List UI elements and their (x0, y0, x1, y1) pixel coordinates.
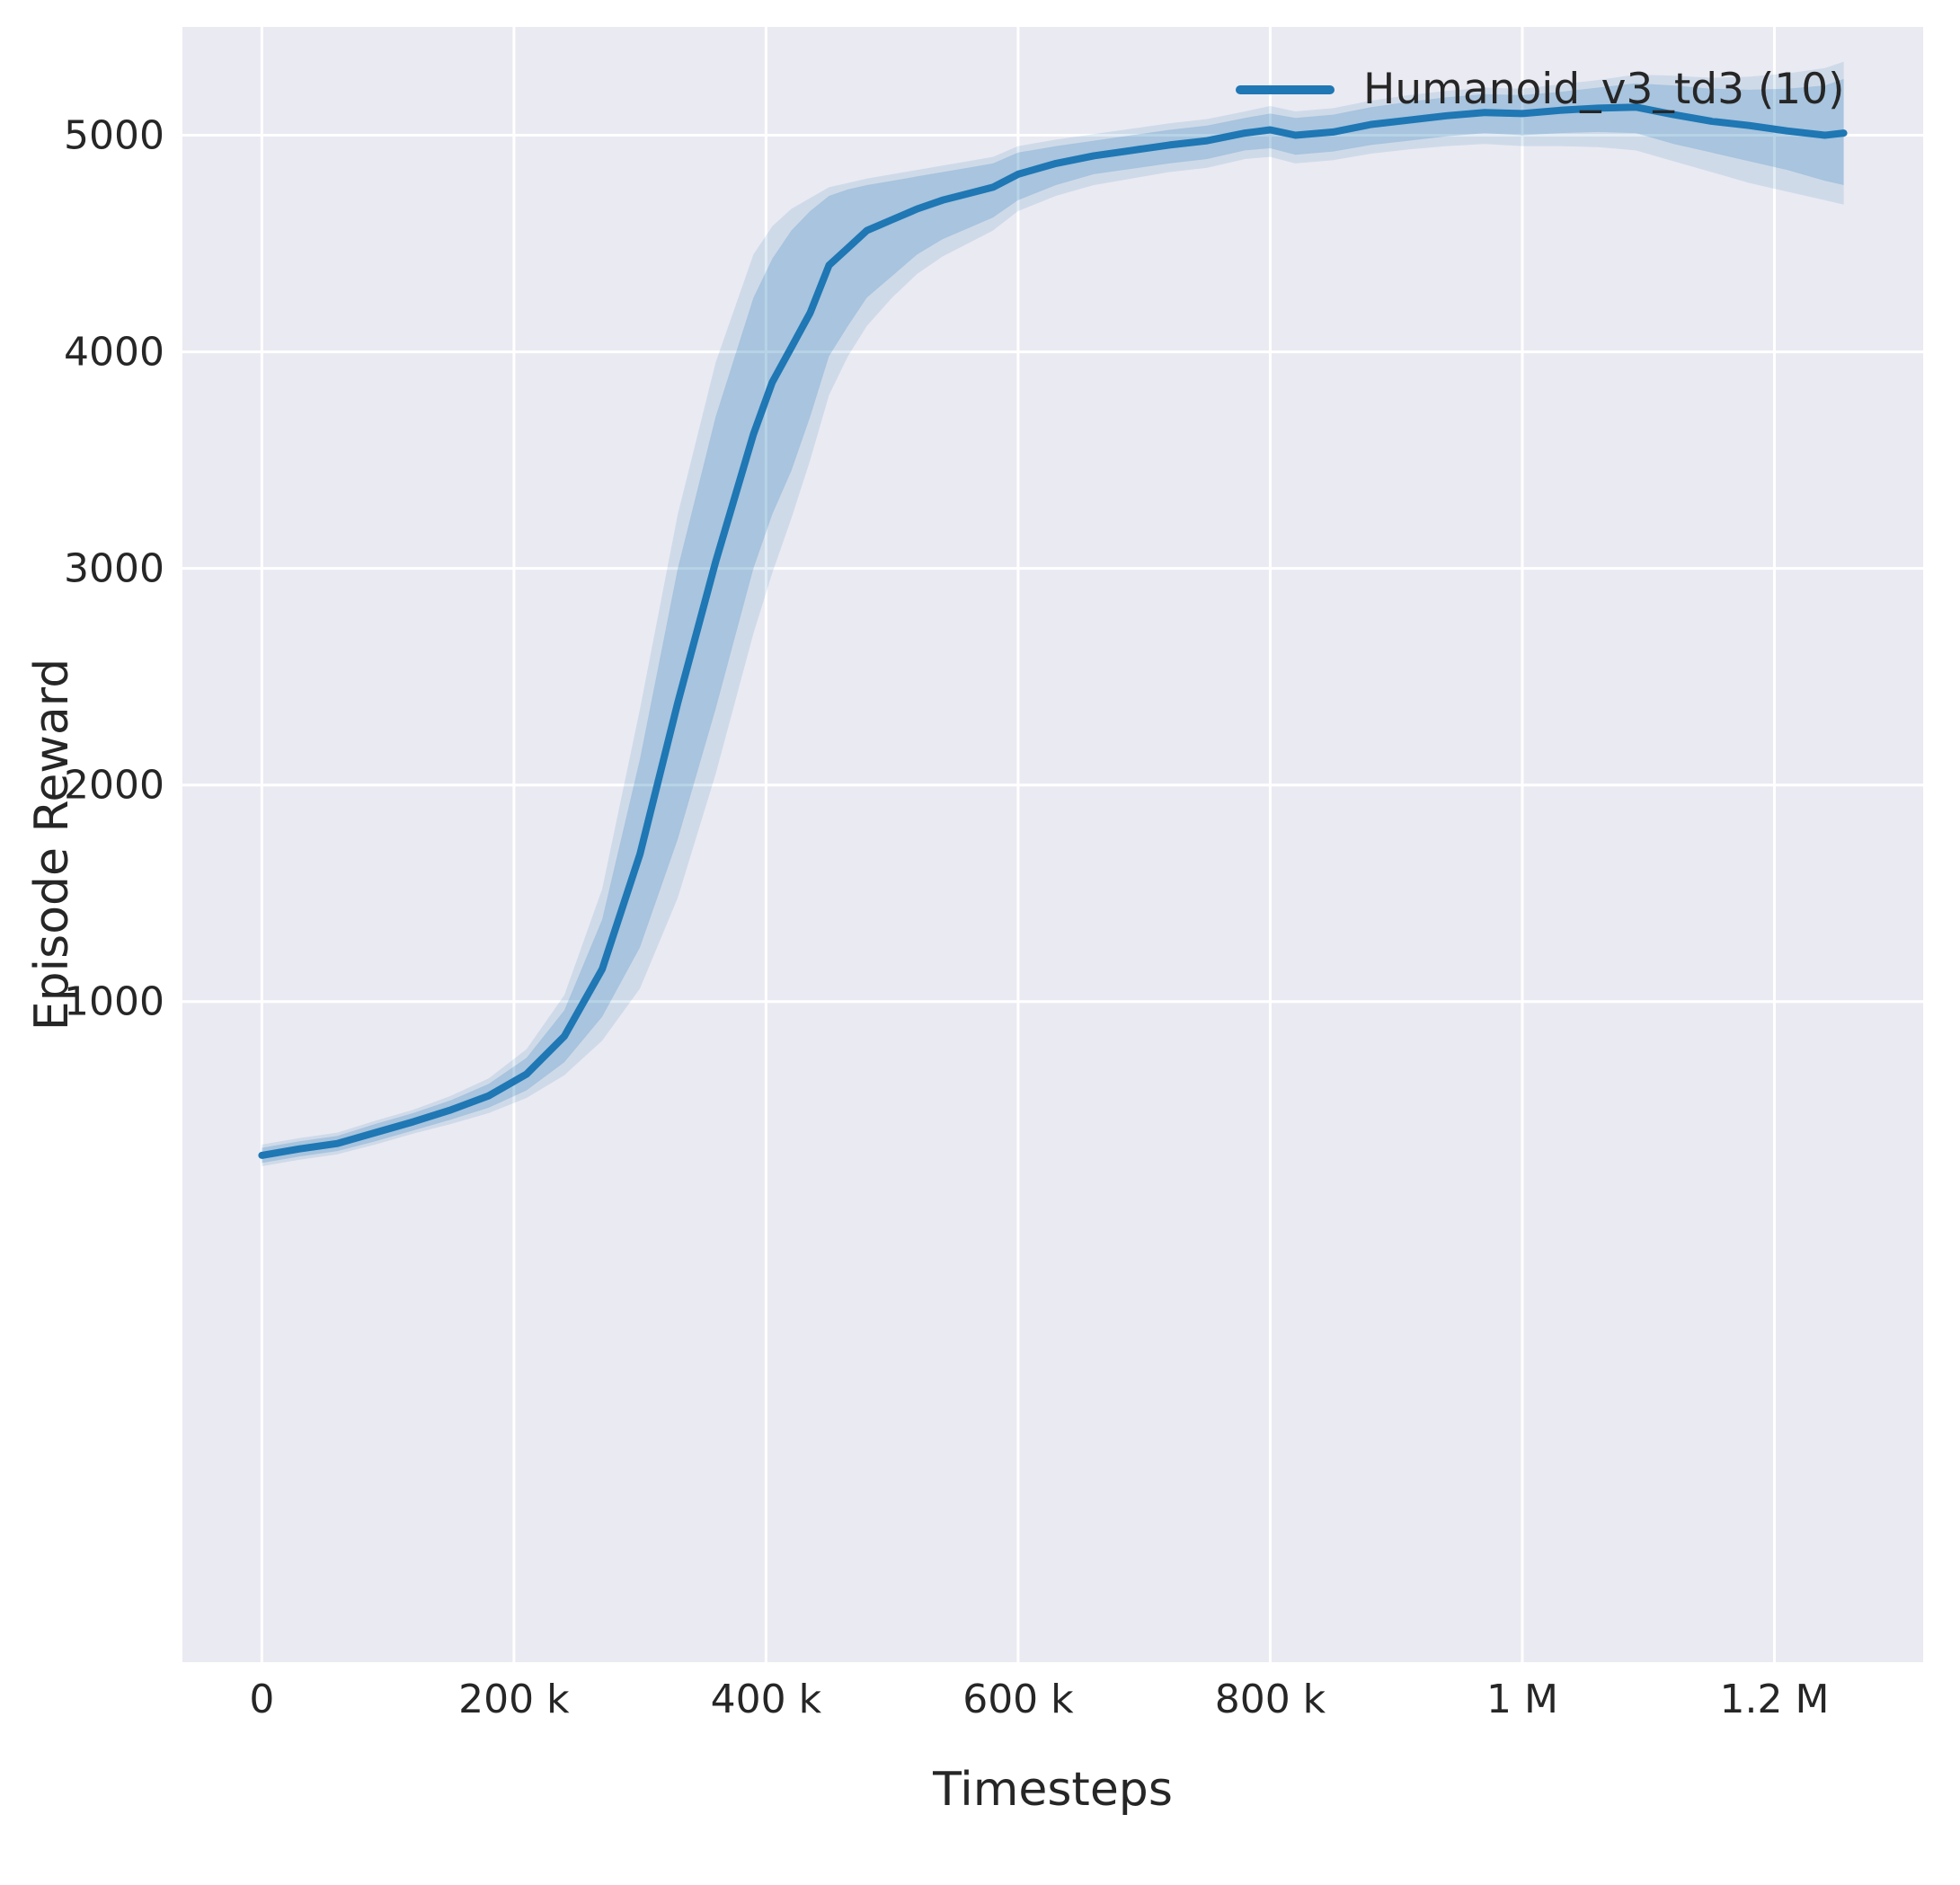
x-tick-label: 400 k (710, 1677, 822, 1722)
confidence-outer-band (262, 61, 1844, 1167)
y-tick-label: 3000 (64, 545, 164, 592)
x-tick-label: 1 M (1486, 1677, 1558, 1722)
x-tick-label: 0 (249, 1677, 275, 1722)
y-tick-label: 2000 (64, 762, 164, 809)
legend-label: Humanoid_v3_td3 (10) (1363, 65, 1845, 114)
y-tick-label: 5000 (64, 112, 164, 159)
x-tick-label: 600 k (962, 1677, 1074, 1722)
y-axis-title: Episode Reward (25, 658, 79, 1031)
plot-area (182, 27, 1923, 1662)
legend: Humanoid_v3_td3 (10) (1236, 65, 1844, 114)
x-axis-title: Timesteps (933, 1763, 1173, 1817)
y-tick-label: 4000 (64, 329, 164, 376)
x-tick-label: 800 k (1214, 1677, 1326, 1722)
legend-line-swatch (1236, 84, 1335, 94)
y-tick-label: 1000 (64, 978, 164, 1025)
x-tick-label: 1.2 M (1719, 1677, 1830, 1722)
series-line (258, 103, 1848, 1159)
confidence-inner-band (262, 78, 1844, 1164)
x-tick-label: 200 k (458, 1677, 570, 1722)
